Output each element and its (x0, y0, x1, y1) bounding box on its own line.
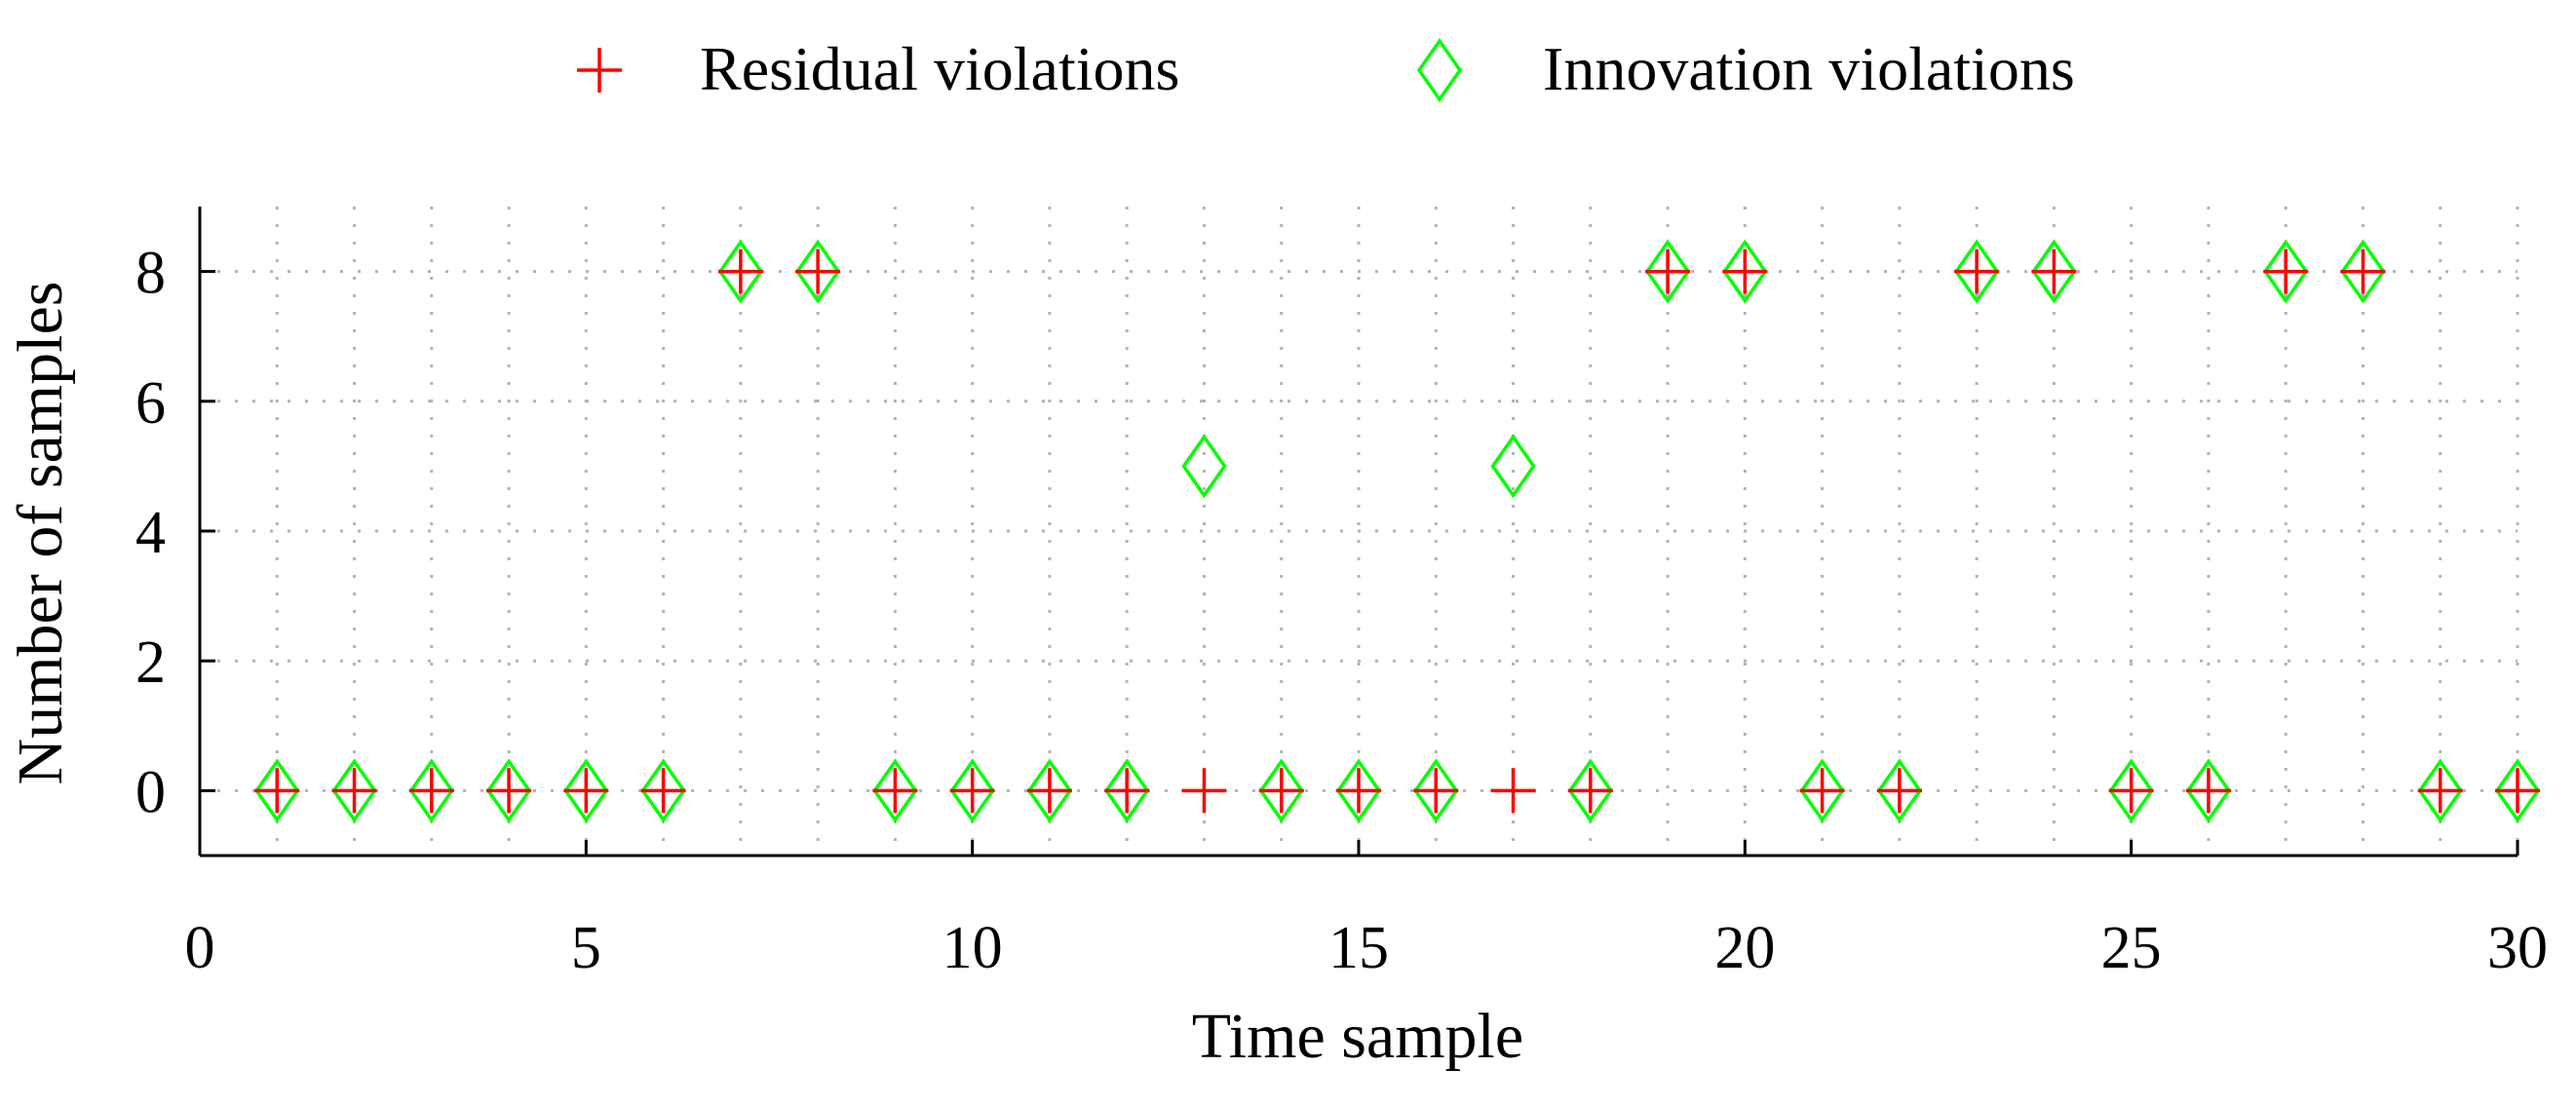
innovation-violation-point (1258, 758, 1304, 823)
x-tick-label: 25 (2101, 915, 2162, 981)
innovation-violation-point (2263, 239, 2309, 304)
innovation-violation-point (949, 758, 995, 823)
residual-violation-point (1954, 248, 2000, 294)
innovation-violation-point (1104, 758, 1150, 823)
innovation-violation-point (1953, 239, 2000, 304)
innovation-violation-point (1026, 758, 1073, 823)
innovation-violation-point (717, 239, 764, 304)
y-tick-label: 8 (135, 241, 166, 307)
innovation-violation-point (1181, 434, 1227, 499)
grid (200, 207, 2519, 856)
innovation-violation-point (1567, 758, 1613, 823)
residual-violation-point (486, 768, 532, 814)
y-tick-label: 0 (135, 759, 166, 825)
residual-violation-point (1026, 768, 1072, 814)
innovation-violation-point (2108, 758, 2154, 823)
legend-label-innovation-violations: Innovation violations (1543, 34, 2075, 103)
innovation-violation-point (331, 758, 377, 823)
residual-violation-point (2185, 768, 2231, 814)
residual-violation-point (1876, 768, 1922, 814)
legend-marker-diamond (1416, 37, 1463, 103)
innovation-violation-point (1876, 758, 1923, 823)
innovation-violation-point (872, 758, 918, 823)
innovation-violation-point (2185, 758, 2232, 823)
series-markers (254, 239, 2541, 823)
plot-area: 0 5 10 15 20 25 30 0 2 4 6 8 (135, 207, 2548, 981)
residual-violation-point (1413, 768, 1459, 814)
x-tick-label: 5 (571, 915, 601, 981)
legend-item-residual-violations: Residual violations (577, 34, 1179, 103)
innovation-violation-point (640, 758, 686, 823)
x-tick-label: 20 (1714, 915, 1775, 981)
residual-violation-point (2108, 768, 2154, 814)
innovation-violation-point (408, 758, 454, 823)
residual-violation-point (254, 768, 300, 814)
x-axis-label: Time sample (1192, 1001, 1523, 1072)
innovation-violation-point (2340, 239, 2386, 304)
residual-violation-point (2340, 248, 2386, 294)
residual-violation-point (408, 768, 454, 814)
x-tick-label: 15 (1328, 915, 1389, 981)
innovation-violation-point (254, 758, 300, 823)
residual-violation-point (795, 248, 841, 294)
innovation-violation-point (794, 239, 841, 304)
residual-violation-point (2263, 248, 2309, 294)
residual-violation-point (1645, 248, 1691, 294)
tick-labels: 0 5 10 15 20 25 30 0 2 4 6 8 (135, 241, 2548, 981)
innovation-violation-point (2494, 758, 2541, 823)
residual-violation-point (563, 768, 609, 814)
innovation-violation-point (563, 758, 609, 823)
legend-item-innovation-violations: Innovation violations (1416, 34, 2075, 103)
legend: Residual violations Innovation violation… (577, 34, 2075, 103)
innovation-violation-point (1644, 239, 1691, 304)
innovation-violation-point (1722, 239, 1768, 304)
innovation-violation-point (1335, 758, 1382, 823)
series-innovation-violations (254, 239, 2541, 823)
innovation-violation-point (2031, 239, 2077, 304)
y-tick-label: 2 (135, 629, 166, 696)
residual-violation-point (949, 768, 995, 814)
innovation-violation-point (1799, 758, 1845, 823)
residual-violation-point (1722, 248, 1768, 294)
residual-violation-point (872, 768, 918, 814)
x-tick-label: 10 (942, 915, 1003, 981)
y-tick-label: 6 (135, 370, 166, 437)
residual-violation-point (2031, 248, 2077, 294)
innovation-violation-point (1413, 758, 1459, 823)
y-tick-label: 4 (135, 500, 166, 566)
residual-violation-point (640, 768, 686, 814)
residual-violation-point (2417, 768, 2463, 814)
residual-violation-point (1258, 768, 1304, 814)
residual-violation-point (1181, 768, 1227, 814)
y-axis-label: Number of samples (5, 282, 76, 785)
x-tick-label: 30 (2487, 915, 2548, 981)
legend-label-residual-violations: Residual violations (700, 34, 1179, 103)
series-residual-violations (254, 248, 2540, 814)
residual-violation-point (331, 768, 377, 814)
residual-violation-point (1799, 768, 1845, 814)
residual-violation-point (1490, 768, 1536, 814)
ticks (198, 270, 2519, 856)
residual-violation-point (1336, 768, 1381, 814)
innovation-violation-point (2417, 758, 2463, 823)
innovation-violation-point (485, 758, 532, 823)
x-tick-label: 0 (185, 915, 215, 981)
residual-violation-point (1104, 768, 1150, 814)
residual-violation-point (717, 248, 763, 294)
legend-marker-plus (577, 48, 622, 93)
residual-violation-point (1567, 768, 1613, 814)
residual-violation-point (2495, 768, 2540, 814)
innovation-violation-point (1490, 434, 1536, 499)
